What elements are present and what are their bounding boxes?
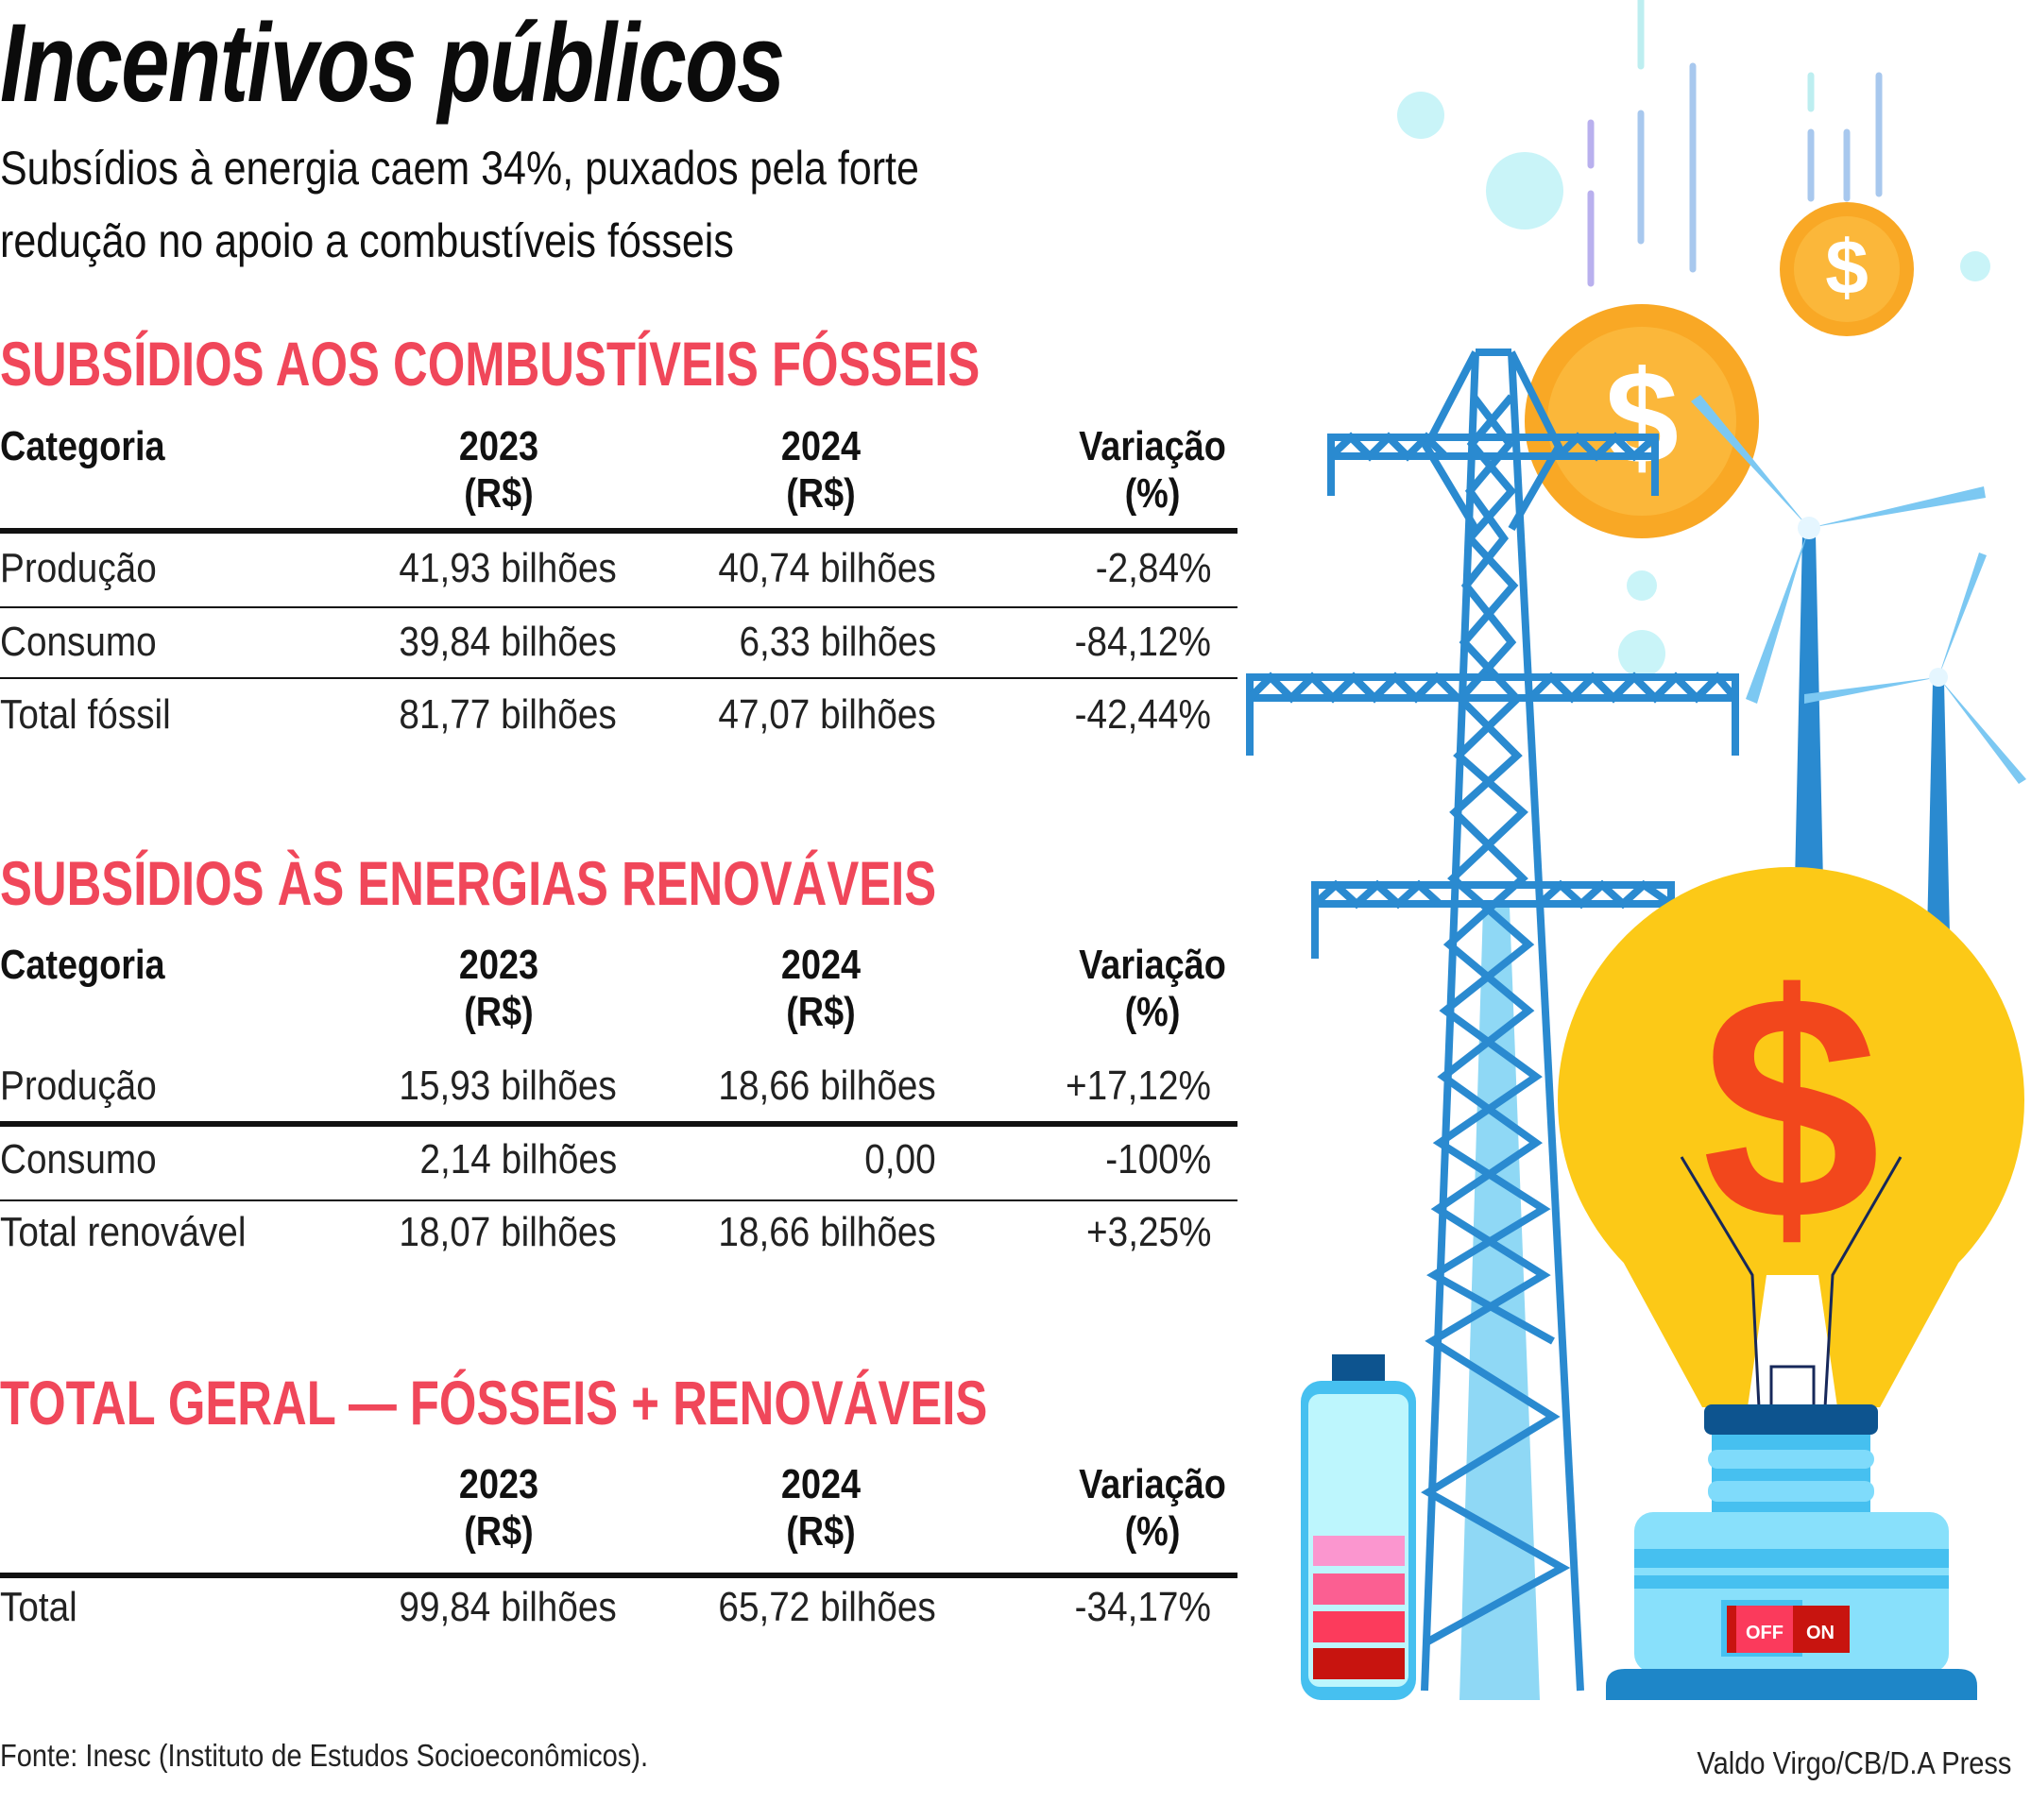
header-2023: 2023 (R$): [458, 942, 539, 1035]
divider: [0, 606, 1237, 608]
header-categoria: Categoria: [0, 423, 165, 469]
cell-2023: 81,77 bilhões: [399, 691, 617, 738]
coin-icon: $: [1525, 304, 1759, 538]
wind-turbine-icon: [1804, 553, 2026, 935]
rain-lines: [1587, 0, 1883, 287]
switch-on-label: ON: [1806, 1623, 1835, 1643]
light-bulb-icon: $: [1558, 867, 2024, 1700]
svg-text:$: $: [1825, 225, 1869, 311]
header-categoria: Categoria: [0, 942, 165, 988]
cell-variacao: +17,12%: [1066, 1063, 1211, 1109]
cell-2023: 2,14 bilhões: [419, 1136, 617, 1182]
subtitle-line-2: redução no apoio a combustíveis fósseis: [0, 214, 734, 267]
wind-turbine-icon: [1691, 395, 1986, 883]
power-switch: OFF ON: [1721, 1600, 1850, 1657]
cell-variacao: +3,25%: [1085, 1209, 1211, 1255]
header-variacao: Variação (%): [1079, 942, 1226, 1035]
subtitle-line-1: Subsídios à energia caem 34%, puxados pe…: [0, 142, 919, 195]
source-note: Fonte: Inesc (Instituto de Estudos Socio…: [0, 1738, 649, 1773]
cell-categoria: Total: [0, 1584, 77, 1630]
header-2023: 2023 (R$): [458, 423, 539, 517]
svg-text:$: $: [1605, 343, 1679, 491]
cell-variacao: -2,84%: [1095, 545, 1211, 591]
cell-2023: 18,07 bilhões: [399, 1209, 617, 1255]
page-title: Incentivos públicos: [0, 1, 785, 126]
cell-2023: 99,84 bilhões: [399, 1584, 617, 1630]
cell-categoria: Consumo: [0, 1136, 157, 1182]
bubbles: [1397, 92, 1990, 677]
cell-variacao: -100%: [1105, 1136, 1211, 1182]
section-heading-renovaveis: SUBSÍDIOS ÀS ENERGIAS RENOVÁVEIS: [0, 848, 937, 918]
cell-2024: 18,66 bilhões: [718, 1063, 936, 1109]
cell-categoria: Total renovável: [0, 1209, 247, 1255]
cell-categoria: Consumo: [0, 619, 157, 665]
cell-variacao: -42,44%: [1074, 691, 1211, 738]
section-heading-total: TOTAL GERAL — FÓSSEIS + RENOVÁVEIS: [0, 1368, 988, 1437]
cell-2023: 39,84 bilhões: [399, 619, 617, 665]
cell-variacao: -84,12%: [1074, 619, 1211, 665]
cell-2023: 41,93 bilhões: [399, 545, 617, 591]
divider: [0, 1121, 1237, 1127]
dollar-sign-icon: $: [1701, 928, 1880, 1287]
cell-categoria: Produção: [0, 1063, 157, 1109]
header-2024: 2024 (R$): [780, 423, 862, 517]
cell-categoria: Produção: [0, 545, 157, 591]
cell-2024: 18,66 bilhões: [718, 1209, 936, 1255]
illustration-credit: Valdo Virgo/CB/D.A Press: [1696, 1745, 2011, 1780]
cell-2024: 65,72 bilhões: [718, 1584, 936, 1630]
coin-icon: $: [1780, 202, 1914, 336]
cell-2024: 40,74 bilhões: [718, 545, 936, 591]
header-2024: 2024 (R$): [780, 1461, 862, 1555]
switch-off-label: OFF: [1746, 1623, 1784, 1643]
header-2024: 2024 (R$): [780, 942, 862, 1035]
divider: [0, 528, 1237, 534]
header-variacao: Variação (%): [1079, 1461, 1226, 1555]
cell-2024: 0,00: [864, 1136, 936, 1182]
header-variacao: Variação (%): [1079, 423, 1226, 517]
cell-variacao: -34,17%: [1074, 1584, 1211, 1630]
battery-icon: [1301, 1354, 1416, 1700]
section-heading-fosseis: SUBSÍDIOS AOS COMBUSTÍVEIS FÓSSEIS: [0, 329, 981, 399]
cell-categoria: Total fóssil: [0, 691, 171, 738]
cell-2024: 47,07 bilhões: [718, 691, 936, 738]
cell-2023: 15,93 bilhões: [399, 1063, 617, 1109]
header-2023: 2023 (R$): [458, 1461, 539, 1555]
divider: [0, 1199, 1237, 1201]
divider: [0, 677, 1237, 679]
cell-2024: 6,33 bilhões: [739, 619, 936, 665]
divider: [0, 1573, 1237, 1578]
